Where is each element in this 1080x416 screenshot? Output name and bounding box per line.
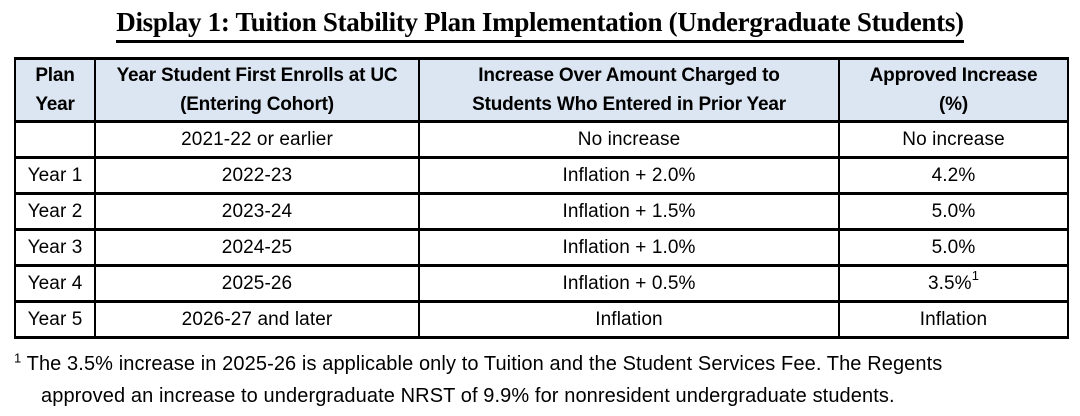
table-header: Plan Year Year Student First Enrolls at UC… <box>14 57 1069 124</box>
cohort-cell: 2026-27 and later <box>94 300 420 340</box>
increase-cell: Inflation + 1.5% <box>418 192 840 232</box>
table-header-row: Plan Year Year Student First Enrolls at UC… <box>14 57 1069 124</box>
column-header-entering-cohort-line2: (Entering Cohort) <box>180 94 334 116</box>
plan-year-cell <box>14 120 96 160</box>
column-header-approved-increase-line1: Approved Increase <box>869 65 1038 87</box>
cohort-cell: 2025-26 <box>94 264 420 304</box>
footnote-reference-icon: 1 <box>971 268 980 284</box>
footnote-line-2: approved an increase to undergraduate NR… <box>41 385 895 408</box>
increase-cell: Inflation + 1.0% <box>418 228 840 268</box>
table-row: Year 4 2025-26 Inflation + 0.5% 3.5%1 <box>14 264 1069 304</box>
approved-cell: 4.2% <box>838 156 1069 196</box>
table-row: Year 5 2026-27 and later Inflation Inflatio… <box>14 300 1069 340</box>
table-row: Year 3 2024-25 Inflation + 1.0% 5.0% <box>14 228 1069 268</box>
approved-cell: 5.0% <box>838 192 1069 232</box>
tuition-stability-table: Plan Year Year Student First Enrolls at UC… <box>14 57 1069 340</box>
approved-cell: Inflation <box>838 300 1069 340</box>
footnote-line-1: 1 The 3.5% increase in 2025-26 is applic… <box>14 348 1080 380</box>
display-title: Display 1: Tuition Stability Plan Implem… <box>116 7 964 44</box>
column-header-entering-cohort-line1: Year Student First Enrolls at UC <box>116 65 398 87</box>
increase-cell: Inflation + 0.5% <box>418 264 840 304</box>
table-body: 2021-22 or earlier No increase No increase… <box>14 120 1069 340</box>
approved-cell: 5.0% <box>838 228 1069 268</box>
column-header-approved-increase-line2: (%) <box>939 94 968 116</box>
column-header-plan-year-line1: Plan <box>35 65 75 87</box>
cohort-cell: 2022-23 <box>94 156 420 196</box>
column-header-approved-increase: Approved Increase (%) <box>838 57 1069 124</box>
footnote: 1 The 3.5% increase in 2025-26 is applic… <box>14 348 1080 412</box>
increase-cell: Inflation + 2.0% <box>418 156 840 196</box>
plan-year-cell: Year 2 <box>14 192 96 232</box>
cohort-cell: 2023-24 <box>94 192 420 232</box>
plan-year-cell: Year 5 <box>14 300 96 340</box>
column-header-increase-over-line1: Increase Over Amount Charged to <box>478 65 780 87</box>
table-row: Year 1 2022-23 Inflation + 2.0% 4.2% <box>14 156 1069 196</box>
footnote-marker: 1 <box>14 350 22 366</box>
cohort-cell: 2024-25 <box>94 228 420 268</box>
plan-year-cell: Year 3 <box>14 228 96 268</box>
column-header-increase-over: Increase Over Amount Charged to Students … <box>418 57 840 124</box>
column-header-plan-year: Plan Year <box>14 57 96 124</box>
approved-cell: No increase <box>838 120 1069 160</box>
cohort-cell: 2021-22 or earlier <box>94 120 420 160</box>
increase-cell: Inflation <box>418 300 840 340</box>
column-header-entering-cohort: Year Student First Enrolls at UC (Enterin… <box>94 57 420 124</box>
table-row: Year 2 2023-24 Inflation + 1.5% 5.0% <box>14 192 1069 232</box>
title-wrap: Display 1: Tuition Stability Plan Implem… <box>0 0 1080 44</box>
approved-cell: 3.5%1 <box>838 264 1069 304</box>
increase-cell: No increase <box>418 120 840 160</box>
footnote-text-1: The 3.5% increase in 2025-26 is applicab… <box>26 353 943 376</box>
plan-year-cell: Year 1 <box>14 156 96 196</box>
column-header-increase-over-line2: Students Who Entered in Prior Year <box>472 94 786 116</box>
plan-year-cell: Year 4 <box>14 264 96 304</box>
column-header-plan-year-line2: Year <box>35 94 75 116</box>
table-row: 2021-22 or earlier No increase No increase <box>14 120 1069 160</box>
